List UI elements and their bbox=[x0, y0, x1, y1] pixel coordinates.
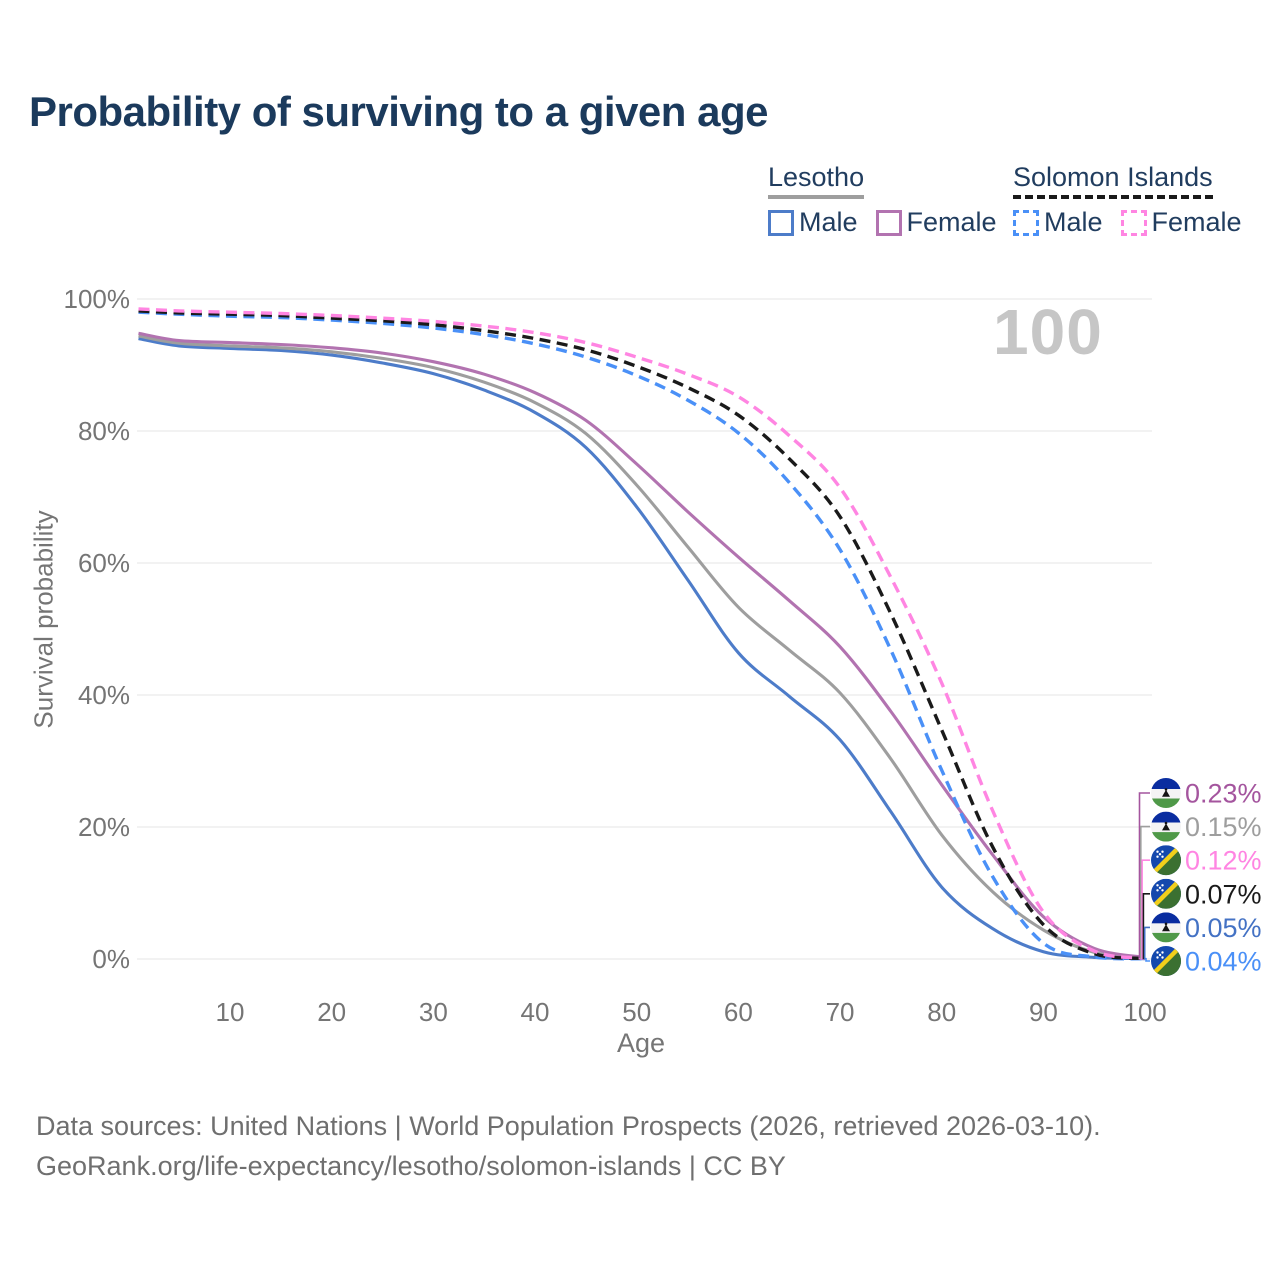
end-label-value: 0.04% bbox=[1185, 947, 1262, 977]
x-tick-label: 100 bbox=[1123, 997, 1166, 1027]
x-tick-label: 40 bbox=[521, 997, 550, 1027]
legend-swatch-solomon-islands-male bbox=[1013, 209, 1039, 236]
legend-swatch-solomon-islands-female bbox=[1120, 209, 1147, 236]
legend-item-solomon-islands-male[interactable]: Male bbox=[1013, 207, 1103, 238]
legend-group-lesotho: Lesotho Male Female bbox=[768, 162, 997, 238]
legend-row-solomon-islands: Male Female bbox=[1013, 207, 1242, 238]
legend-group-solomon-islands: Solomon Islands Male Female bbox=[1013, 162, 1242, 238]
y-axis-label: Survival probability bbox=[28, 510, 59, 729]
x-tick-label: 60 bbox=[724, 997, 753, 1027]
legend-label-lesotho-male: Male bbox=[799, 207, 858, 237]
legend-swatch-lesotho-male bbox=[768, 209, 794, 236]
series-line-solomon-islands[interactable] bbox=[138, 309, 1146, 961]
legend-series-solomon-islands-total[interactable]: Solomon Islands bbox=[1013, 162, 1213, 199]
flag-icon-solomon-islands bbox=[1151, 878, 1181, 909]
x-tick-label: 70 bbox=[826, 997, 855, 1027]
legend-label-solomon-islands-male: Male bbox=[1044, 207, 1103, 237]
end-label-connector bbox=[1143, 926, 1150, 960]
page-title: Probability of surviving to a given age bbox=[29, 88, 768, 135]
legend-item-solomon-islands-female[interactable]: Female bbox=[1120, 207, 1242, 238]
y-tick-label: 20% bbox=[78, 812, 130, 842]
series-line-solomon-islands-male[interactable] bbox=[138, 310, 1146, 961]
legend-swatch-lesotho-female bbox=[875, 209, 902, 236]
footer: Data sources: United Nations | World Pop… bbox=[36, 1106, 1101, 1186]
x-tick-label: 90 bbox=[1029, 997, 1058, 1027]
series-line-lesotho-female[interactable] bbox=[138, 331, 1146, 960]
x-tick-label: 50 bbox=[622, 997, 651, 1027]
flag-icon-solomon-islands bbox=[1151, 946, 1181, 976]
x-tick-label: 80 bbox=[927, 997, 956, 1027]
flag-icon-lesotho bbox=[1151, 811, 1181, 842]
end-label-value: 0.05% bbox=[1185, 913, 1262, 943]
series-line-lesotho[interactable] bbox=[138, 334, 1146, 960]
flag-icon-solomon-islands bbox=[1151, 845, 1181, 876]
footer-data-sources: Data sources: United Nations | World Pop… bbox=[36, 1111, 1101, 1141]
x-tick-label: 30 bbox=[419, 997, 448, 1027]
legend-series-lesotho-total[interactable]: Lesotho bbox=[768, 162, 865, 199]
legend-row-lesotho: Male Female bbox=[768, 207, 997, 238]
legend-label-lesotho-female: Female bbox=[906, 207, 997, 237]
legend-item-lesotho-female[interactable]: Female bbox=[875, 207, 997, 238]
x-tick-label: 20 bbox=[317, 997, 346, 1027]
end-label-connector bbox=[1145, 957, 1150, 962]
y-tick-label: 80% bbox=[78, 416, 130, 446]
y-tick-label: 0% bbox=[92, 944, 130, 974]
y-tick-label: 100% bbox=[64, 284, 131, 314]
flag-icon-lesotho bbox=[1151, 778, 1181, 808]
series-line-solomon-islands-female[interactable] bbox=[138, 307, 1146, 960]
x-tick-label: 10 bbox=[216, 997, 245, 1027]
end-label-value: 0.15% bbox=[1185, 812, 1262, 842]
series-line-lesotho-male[interactable] bbox=[138, 337, 1146, 961]
y-tick-label: 60% bbox=[78, 548, 130, 578]
y-tick-label: 40% bbox=[78, 680, 130, 710]
end-label-value: 0.12% bbox=[1185, 846, 1262, 876]
legend-item-lesotho-male[interactable]: Male bbox=[768, 207, 858, 238]
flag-icon-lesotho bbox=[1151, 912, 1181, 943]
footer-attribution-link: GeoRank.org/life-expectancy/lesotho/solo… bbox=[36, 1151, 786, 1181]
end-label-value: 0.23% bbox=[1185, 779, 1262, 809]
end-label-value: 0.07% bbox=[1185, 879, 1262, 909]
x-axis-label: Age bbox=[616, 1028, 666, 1058]
age-watermark: 100 bbox=[993, 296, 1103, 368]
legend-label-solomon-islands-female: Female bbox=[1151, 207, 1242, 237]
